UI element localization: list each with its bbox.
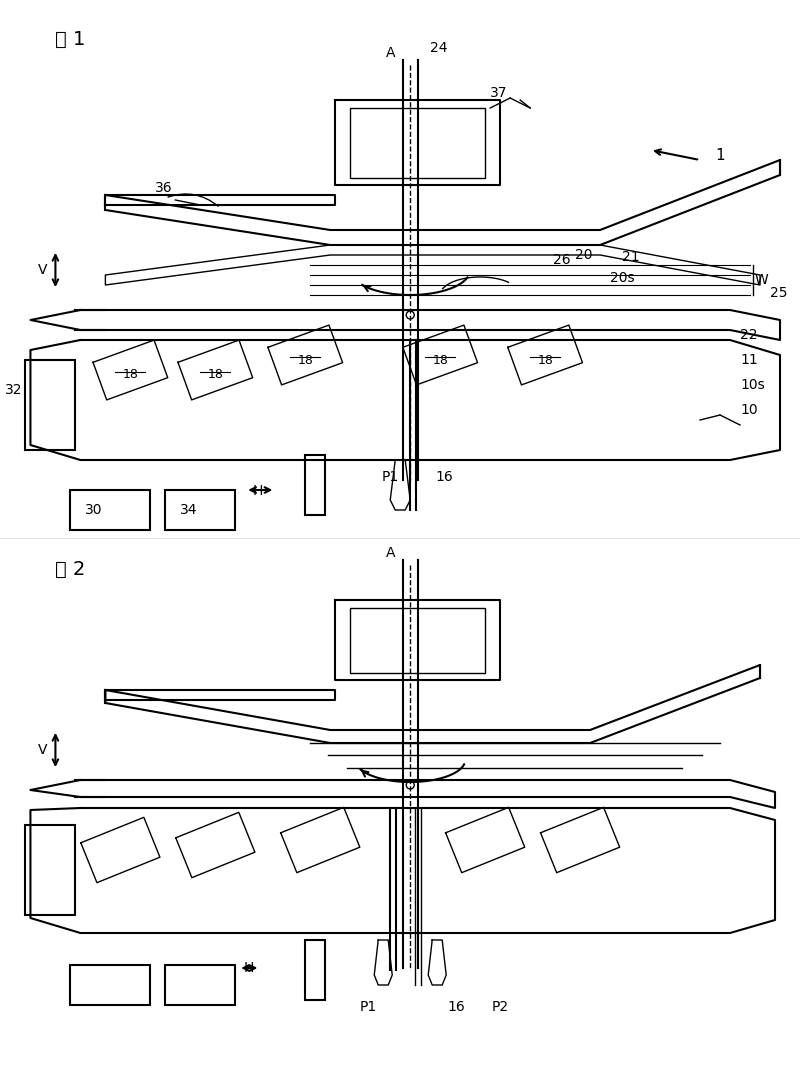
Text: 18: 18 (298, 354, 314, 366)
Text: 30: 30 (86, 503, 103, 517)
Text: 25: 25 (770, 286, 787, 300)
Text: H: H (244, 961, 254, 974)
Bar (306, 940, 326, 1000)
Text: 11: 11 (740, 353, 758, 367)
Bar (166, 490, 235, 530)
Text: 20: 20 (575, 248, 593, 262)
Text: P2: P2 (492, 1000, 509, 1014)
Bar (70, 965, 150, 1005)
Text: 18: 18 (538, 354, 553, 366)
Text: 图 1: 图 1 (55, 30, 86, 49)
Text: 21: 21 (622, 250, 640, 264)
Text: 16: 16 (435, 470, 453, 484)
Text: 24: 24 (430, 40, 448, 55)
Text: P1: P1 (382, 470, 399, 484)
Text: 34: 34 (180, 503, 198, 517)
Text: 26: 26 (553, 253, 570, 267)
Text: P1: P1 (360, 1000, 377, 1014)
Text: 18: 18 (207, 368, 223, 381)
Bar (350, 608, 485, 673)
Text: 32: 32 (5, 383, 22, 397)
Bar (70, 490, 150, 530)
Text: 10: 10 (740, 403, 758, 417)
Bar (350, 108, 485, 178)
Text: 18: 18 (432, 354, 448, 366)
Bar (166, 965, 235, 1005)
Text: V: V (38, 263, 47, 277)
Text: A: A (386, 46, 395, 60)
Bar (306, 455, 326, 515)
Text: 20s: 20s (610, 271, 634, 285)
Text: 37: 37 (490, 86, 508, 100)
Text: 图 2: 图 2 (55, 560, 86, 579)
Text: W: W (755, 273, 769, 286)
Text: H: H (253, 484, 263, 498)
Text: A: A (386, 546, 395, 560)
Bar (26, 360, 75, 450)
Text: 1: 1 (715, 147, 725, 163)
Text: V: V (38, 743, 47, 757)
Text: 18: 18 (122, 368, 138, 381)
Text: 16: 16 (447, 1000, 465, 1014)
Text: 22: 22 (740, 328, 758, 342)
Text: 10s: 10s (740, 378, 765, 392)
Text: 36: 36 (155, 181, 173, 195)
Bar (26, 825, 75, 915)
